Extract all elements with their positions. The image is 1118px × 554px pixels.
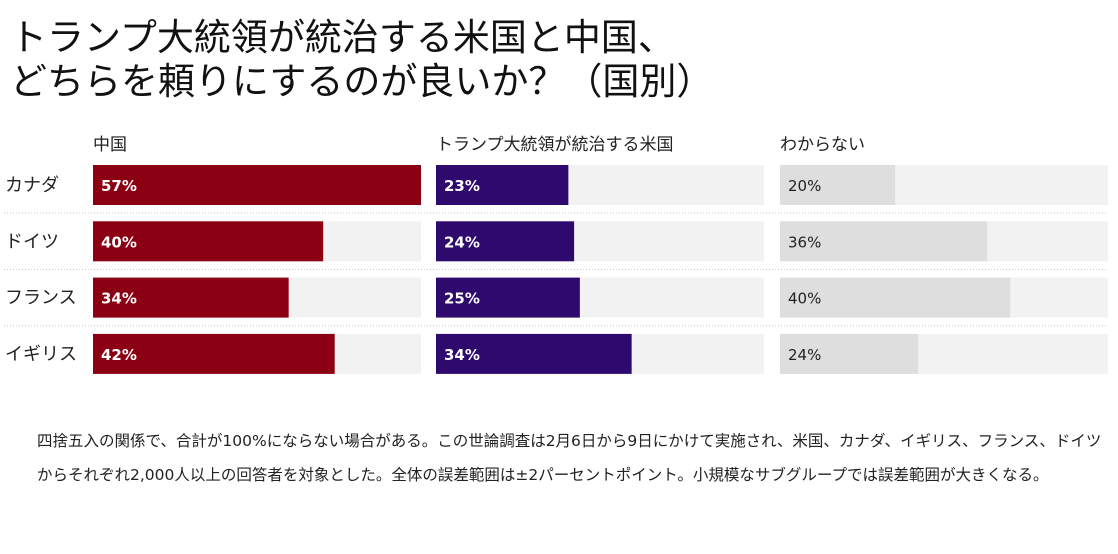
bar-1-0 [436, 165, 569, 205]
bar-1-2 [436, 277, 580, 318]
chart-title-line-2: どちらを頼りにするのが良いか？（国別） [10, 60, 714, 103]
bar-2-1 [780, 221, 988, 262]
data-label-2-2: 40% [788, 290, 821, 308]
bar-1-3 [436, 333, 632, 374]
data-label-1-3: 34% [444, 346, 480, 364]
data-label-1-1: 24% [444, 233, 480, 251]
data-label-0-2: 34% [101, 290, 137, 308]
bar-1-1 [436, 221, 575, 262]
bar-0-1 [93, 221, 324, 262]
data-label-2-1: 36% [788, 233, 821, 251]
category-label-0: カナダ [5, 175, 59, 196]
category-label-2: フランス [5, 288, 77, 309]
bar-2-0 [780, 165, 896, 205]
series-header-0: 中国 [93, 135, 127, 155]
data-label-0-3: 42% [101, 346, 137, 364]
series-header-1: トランプ大統領が統治する米国 [436, 135, 674, 155]
data-label-2-3: 24% [788, 346, 821, 364]
category-label-3: イギリス [5, 344, 77, 365]
bar-0-3 [93, 333, 335, 374]
data-label-1-2: 25% [444, 290, 480, 308]
bar-2-3 [780, 333, 919, 374]
bar-0-0 [93, 165, 421, 205]
data-label-1-0: 23% [444, 177, 480, 195]
chart-title: トランプ大統領が統治する米国と中国、 どちらを頼りにするのが良いか？（国別） [10, 16, 713, 104]
data-label-0-0: 57% [101, 177, 137, 195]
bar-2-2 [780, 277, 1011, 318]
footnote: 四捨五入の関係で、合計が100%にならない場合がある。この世論調査は2月6日から… [37, 432, 1102, 484]
bar-0-2 [93, 277, 289, 318]
chart-title-line-1: トランプ大統領が統治する米国と中国、 [10, 16, 675, 59]
data-label-2-0: 20% [788, 177, 821, 195]
category-label-1: ドイツ [5, 231, 59, 252]
series-header-2: わからない [780, 135, 865, 155]
data-label-0-1: 40% [101, 233, 137, 251]
